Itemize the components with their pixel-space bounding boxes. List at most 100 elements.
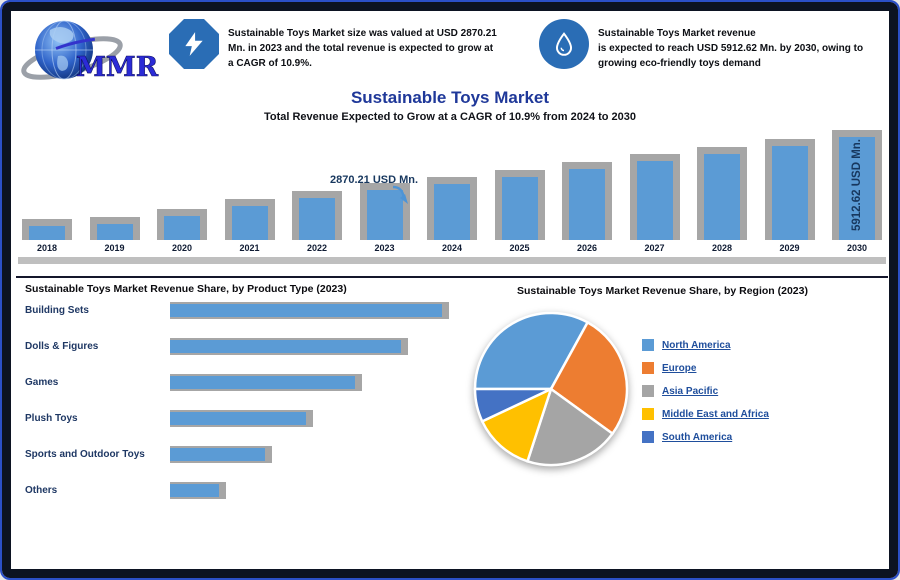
water-drop-icon (555, 32, 573, 56)
pie-slice-north-america (473, 311, 590, 391)
region-pie-chart (473, 311, 629, 467)
callout-arrow-icon (392, 185, 408, 204)
bar-2024 (427, 177, 477, 240)
revenue-bar-chart (22, 122, 882, 240)
pie-slice-europe (549, 320, 629, 436)
bar-2021 (224, 199, 275, 240)
stat1-line1: Sustainable Toys Market size was valued … (228, 28, 497, 39)
product-label: Building Sets (25, 305, 89, 316)
legend-item: Asia Pacific (642, 385, 769, 397)
bar-fill (704, 154, 740, 240)
bar-2020 (157, 209, 207, 240)
stat1-text: Sustainable Toys Market size was valued … (228, 26, 528, 71)
product-row: Sports and Outdoor Toys (25, 446, 457, 466)
legend-swatch-icon (642, 339, 654, 351)
bar-fill (96, 224, 133, 240)
legend-item: Middle East and Africa (642, 408, 769, 420)
legend-swatch-icon (642, 408, 654, 420)
legend-label: Middle East and Africa (662, 408, 769, 420)
year-label: 2018 (36, 243, 58, 253)
stat2-line1: Sustainable Toys Market revenue (598, 28, 756, 39)
legend-swatch-icon (642, 362, 654, 374)
year-label: 2023 (374, 243, 395, 253)
chart-baseline (18, 257, 886, 264)
pie-slice-south-america (473, 387, 552, 424)
bar-fill (231, 206, 268, 240)
pie-legend: North America Europe Asia Pacific Middle Ea… (642, 339, 769, 454)
legend-item: North America (642, 339, 769, 351)
product-bar-chart: Building Sets Dolls & Figures Games Plush T… (25, 302, 457, 519)
year-label: 2020 (171, 243, 193, 253)
bar-fill (366, 190, 403, 240)
product-bar (170, 376, 355, 389)
product-label: Games (25, 377, 59, 388)
bar-2026 (562, 162, 612, 240)
year-label: 2021 (239, 243, 260, 253)
product-bar (170, 448, 265, 461)
product-bar (170, 304, 442, 317)
bar-fill (771, 146, 808, 240)
product-bar (170, 340, 401, 353)
legend-label: South America (662, 431, 733, 443)
stat1-badge (169, 19, 219, 69)
year-label: 2024 (441, 243, 463, 253)
product-label: Dolls & Figures (25, 341, 99, 352)
bar-2030 (832, 130, 882, 240)
legend-label: North America (662, 339, 731, 351)
year-label: 2030 (846, 243, 868, 253)
stat1-line2: Mn. in 2023 and the total revenue is exp… (228, 43, 494, 54)
legend-swatch-icon (642, 431, 654, 443)
bar-2018 (22, 219, 72, 240)
legend-item: Europe (642, 362, 769, 374)
stat2-text: Sustainable Toys Market revenue is expec… (598, 26, 898, 71)
stat2-line2: is expected to reach USD 5912.62 Mn. by … (598, 43, 864, 54)
legend-item: South America (642, 431, 769, 443)
base-year-callout: 2870.21 USD Mn. (330, 174, 419, 186)
bar-fill (501, 177, 538, 240)
bar-2028 (697, 147, 747, 240)
legend-label: Europe (662, 362, 697, 374)
product-bar (170, 412, 306, 425)
section-divider (16, 276, 888, 278)
bar-2019 (89, 217, 140, 240)
product-row: Dolls & Figures (25, 338, 457, 358)
page-subtitle: Total Revenue Expected to Grow at a CAGR… (263, 111, 637, 123)
bar-fill (839, 137, 875, 240)
logo-text: MMR (76, 52, 159, 83)
product-row: Building Sets (25, 302, 457, 322)
product-label: Sports and Outdoor Toys (25, 449, 145, 460)
bar-2022 (292, 191, 342, 240)
year-label: 2022 (306, 243, 328, 253)
mmr-logo: MMR (21, 20, 159, 83)
product-row: Others (25, 482, 457, 502)
stat2-line3: growing eco-friendly toys demand (598, 58, 761, 69)
product-row: Games (25, 374, 457, 394)
bar-2023 (359, 183, 410, 240)
legend-label: Asia Pacific (662, 385, 719, 397)
forecast-value-label: 5912.62 USD Mn. (851, 138, 863, 232)
year-label: 2025 (509, 243, 530, 253)
year-label: 2019 (104, 243, 125, 253)
stat1-line3: a CAGR of 10.9%. (228, 58, 312, 69)
bar-2029 (764, 139, 815, 240)
lightning-icon (185, 32, 203, 56)
bar-2027 (629, 154, 680, 240)
bar-fill (164, 216, 200, 240)
product-row: Plush Toys (25, 410, 457, 430)
year-label: 2027 (644, 243, 665, 253)
page-title: Sustainable Toys Market (350, 88, 550, 107)
region-section-title: Sustainable Toys Market Revenue Share, b… (517, 285, 808, 297)
product-bar (170, 484, 219, 497)
product-label: Plush Toys (25, 413, 78, 424)
bar-fill (29, 226, 65, 240)
year-label: 2026 (576, 243, 598, 253)
product-label: Others (25, 485, 58, 496)
legend-swatch-icon (642, 385, 654, 397)
bar-fill (434, 184, 470, 240)
pie-slice-asia-pacific (525, 386, 615, 467)
bar-2025 (494, 170, 545, 240)
year-label: 2029 (779, 243, 800, 253)
bar-fill (299, 198, 335, 240)
product-section-title: Sustainable Toys Market Revenue Share, b… (25, 283, 347, 295)
